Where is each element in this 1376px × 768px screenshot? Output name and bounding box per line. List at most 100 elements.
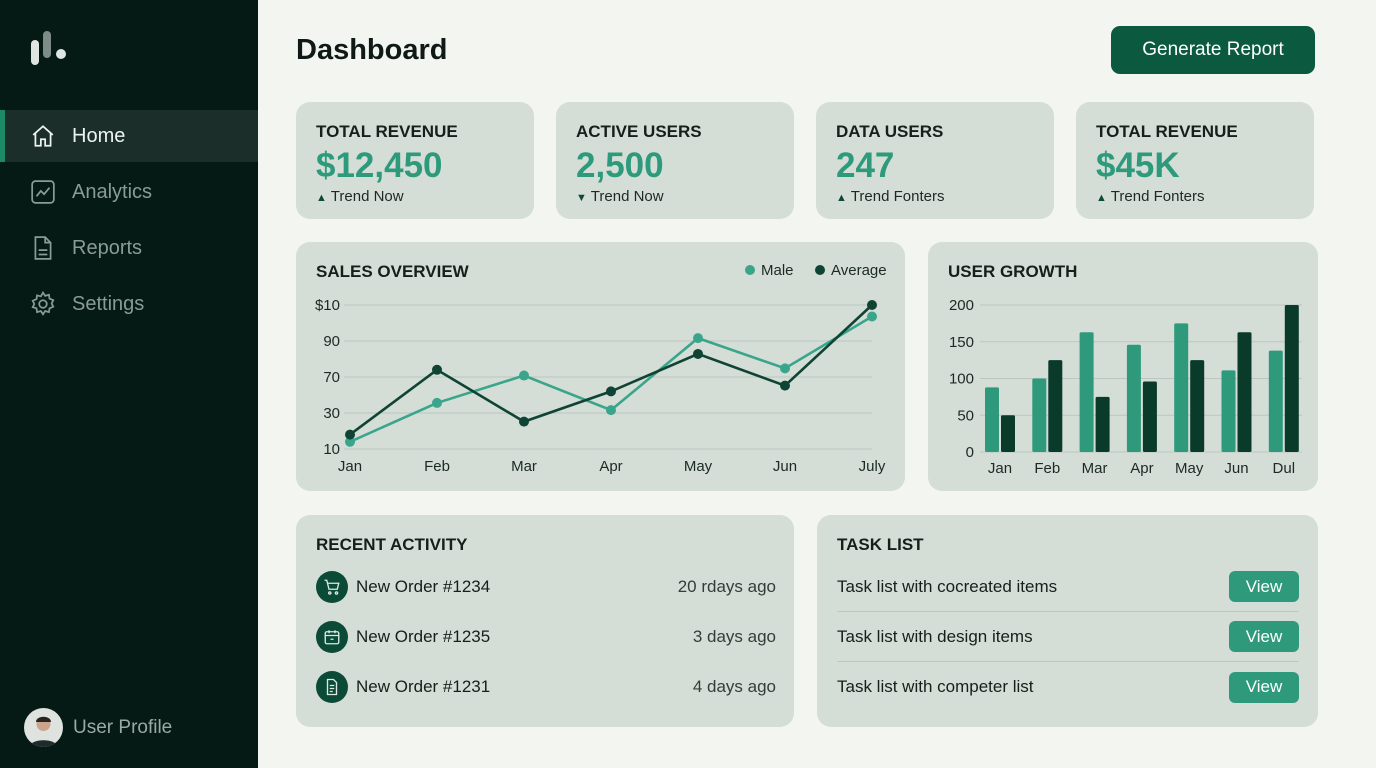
data-point bbox=[432, 397, 442, 408]
trend-up-icon: ▲ bbox=[836, 192, 847, 204]
gear-icon bbox=[31, 291, 55, 316]
x-tick-label: Apr bbox=[599, 458, 622, 475]
bar bbox=[1079, 332, 1094, 452]
sidebar-item-settings[interactable]: Settings bbox=[0, 278, 258, 330]
x-tick-label: Feb bbox=[424, 458, 450, 475]
card-title: SALES OVERVIEW bbox=[316, 262, 469, 281]
view-button[interactable]: View bbox=[1229, 621, 1299, 652]
y-tick-label: $10 bbox=[315, 297, 340, 314]
trend-label: Trend Fonters bbox=[1110, 188, 1205, 205]
bar bbox=[1001, 415, 1015, 452]
x-tick-label: Dul bbox=[1273, 460, 1296, 477]
trend-up-icon: ▲ bbox=[1096, 192, 1107, 204]
stat-card: TOTAL REVENUE $12,450 ▲ Trend Now bbox=[296, 102, 534, 219]
activity-label: New Order #1235 bbox=[356, 627, 491, 646]
bar bbox=[1048, 360, 1063, 452]
view-button[interactable]: View bbox=[1229, 571, 1299, 602]
data-point bbox=[606, 386, 616, 397]
activity-item[interactable]: New Order #1231 4 days ago bbox=[316, 670, 776, 704]
task-label: Task list with cocreated items bbox=[837, 576, 1058, 596]
bar bbox=[1190, 360, 1205, 452]
user-growth-bar-chart: 0 50 100 150 200 Jan Feb Mar Apr May Jun Dul bbox=[949, 297, 1302, 477]
sidebar-item-reports[interactable]: Reports bbox=[0, 222, 258, 274]
stat-value: $12,450 bbox=[316, 146, 443, 185]
y-tick-label: 100 bbox=[949, 371, 974, 388]
cart-icon bbox=[316, 571, 348, 603]
receipt-icon bbox=[316, 671, 348, 703]
analytics-icon bbox=[31, 180, 55, 204]
x-tick-label: July bbox=[859, 458, 886, 475]
trend-label: Trend Now bbox=[330, 188, 404, 205]
activity-time: 3 days ago bbox=[692, 627, 776, 646]
x-tick-label: Apr bbox=[1130, 460, 1153, 477]
data-point bbox=[606, 405, 616, 416]
x-tick-label: Mar bbox=[511, 458, 537, 475]
card-title: RECENT ACTIVITY bbox=[316, 535, 468, 554]
x-tick-label: May bbox=[1175, 460, 1204, 477]
task-item: Task list with cocreated items View bbox=[837, 562, 1299, 612]
sidebar-item-analytics[interactable]: Analytics bbox=[0, 166, 258, 218]
stat-trend: ▼ Trend Now bbox=[576, 188, 664, 205]
sidebar-item-label: Home bbox=[72, 124, 126, 147]
stat-label: TOTAL REVENUE bbox=[316, 122, 458, 141]
card-title: USER GROWTH bbox=[948, 262, 1078, 281]
user-growth-card: USER GROWTH 0 50 100 150 200 Jan Feb Mar Apr May J… bbox=[928, 242, 1318, 491]
x-tick-label: Mar bbox=[1082, 460, 1108, 477]
sidebar: Home Analytics Reports Settings User Pro… bbox=[0, 0, 258, 768]
bar bbox=[1032, 378, 1047, 452]
stat-label: ACTIVE USERS bbox=[576, 122, 702, 141]
x-tick-label: Jan bbox=[338, 458, 362, 475]
avatar bbox=[24, 708, 63, 747]
sidebar-item-home[interactable]: Home bbox=[0, 110, 258, 162]
bar bbox=[1284, 305, 1299, 452]
trend-label: Trend Fonters bbox=[850, 188, 945, 205]
data-point bbox=[345, 436, 355, 447]
x-tick-label: Jan bbox=[988, 460, 1012, 477]
task-label: Task list with competer list bbox=[837, 677, 1034, 696]
x-tick-label: May bbox=[684, 458, 713, 475]
legend-marker bbox=[745, 265, 755, 275]
y-tick-label: 70 bbox=[323, 369, 340, 386]
home-icon bbox=[32, 125, 54, 147]
x-tick-label: Jun bbox=[1224, 460, 1248, 477]
generate-report-button[interactable]: Generate Report bbox=[1111, 26, 1315, 74]
stat-value: $45K bbox=[1096, 146, 1180, 185]
task-label: Task list with design items bbox=[837, 626, 1033, 646]
stat-card: DATA USERS 247 ▲ Trend Fonters bbox=[816, 102, 1054, 219]
y-tick-label: 90 bbox=[323, 333, 340, 350]
trend-down-icon: ▼ bbox=[576, 192, 587, 204]
bar bbox=[1174, 323, 1189, 452]
stat-label: DATA USERS bbox=[836, 122, 944, 141]
activity-item[interactable]: New Order #1234 20 rdays ago bbox=[316, 570, 776, 604]
activity-item[interactable]: New Order #1235 3 days ago bbox=[316, 620, 776, 654]
y-tick-label: 200 bbox=[949, 297, 974, 314]
series-line-average bbox=[349, 304, 873, 436]
view-button[interactable]: View bbox=[1229, 671, 1299, 703]
stat-card: TOTAL REVENUE $45K ▲ Trend Fonters bbox=[1076, 102, 1314, 219]
bar bbox=[1126, 344, 1141, 452]
stat-trend: ▲ Trend Fonters bbox=[1096, 188, 1204, 205]
activity-label: New Order #1231 bbox=[356, 677, 491, 696]
stat-value: 2,500 bbox=[576, 146, 664, 185]
logo-icon bbox=[31, 31, 66, 65]
user-profile[interactable]: User Profile bbox=[24, 708, 172, 747]
stat-value: 247 bbox=[836, 146, 895, 185]
activity-time: 4 days ago bbox=[692, 677, 776, 696]
bar bbox=[1095, 396, 1110, 452]
y-tick-label: 30 bbox=[323, 405, 340, 422]
document-icon bbox=[34, 236, 52, 260]
legend-marker bbox=[815, 265, 825, 275]
bar bbox=[985, 387, 999, 452]
stat-label: TOTAL REVENUE bbox=[1096, 122, 1238, 141]
data-point bbox=[519, 416, 529, 427]
recent-activity-card: RECENT ACTIVITY New Order #1234 20 rdays… bbox=[296, 515, 794, 727]
legend-label: Male bbox=[761, 262, 794, 279]
trend-up-icon: ▲ bbox=[316, 192, 327, 204]
stat-trend: ▲ Trend Fonters bbox=[836, 188, 944, 205]
bar bbox=[1221, 370, 1236, 452]
y-tick-label: 150 bbox=[949, 334, 974, 351]
x-tick-label: Jun bbox=[773, 458, 797, 475]
data-point bbox=[867, 311, 877, 322]
stat-trend: ▲ Trend Now bbox=[316, 188, 404, 205]
card-title: TASK LIST bbox=[837, 535, 924, 554]
